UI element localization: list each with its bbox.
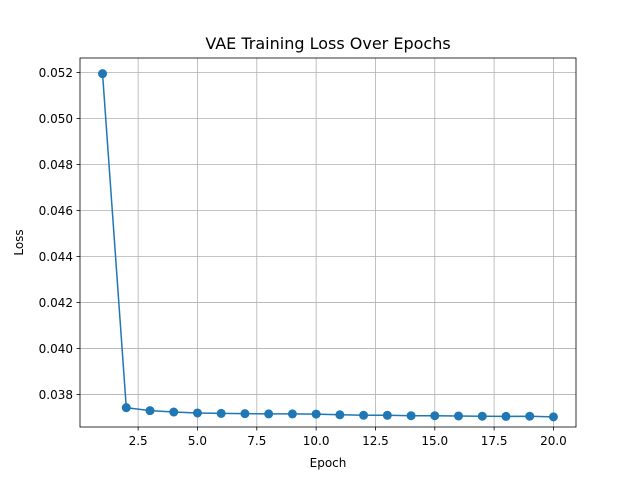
data-point [430,411,440,421]
data-point [287,409,297,419]
data-point [264,409,274,419]
x-tick-label: 15.0 [421,434,448,448]
data-point [477,411,487,421]
grid [80,58,576,427]
chart-title: VAE Training Loss Over Epochs [205,34,450,53]
x-tick-label: 12.5 [362,434,389,448]
x-tick-label: 7.5 [247,434,266,448]
data-point [240,409,250,419]
data-point [169,407,179,417]
axes-frame [79,57,577,428]
data-point [192,408,202,418]
y-tick-label: 0.042 [39,296,73,310]
y-tick-label: 0.038 [39,388,73,402]
y-tick-label: 0.052 [39,66,73,80]
x-tick-label: 17.5 [481,434,508,448]
data-point [548,412,558,422]
y-axis-label: Loss [12,229,26,255]
data-point [145,406,155,416]
y-tick-label: 0.040 [39,342,73,356]
data-point [121,403,131,413]
plot-area [98,69,558,422]
data-point [98,69,108,79]
data-point [406,411,416,421]
x-tick-label: 20.0 [540,434,567,448]
data-point [454,411,464,421]
y-tick-label: 0.048 [39,158,73,172]
x-axis-label: Epoch [310,456,347,470]
data-point [216,408,226,418]
ticks: 2.5 5.0 7.5 10.0 12.5 15.0 17.5 20.0 0.038 0.040 0… [39,66,567,448]
data-point [311,409,321,419]
data-point [359,410,369,420]
x-tick-label: 2.5 [129,434,148,448]
x-tick-label: 10.0 [303,434,330,448]
data-point [501,411,511,421]
data-point [335,410,345,420]
x-tick-label: 5.0 [188,434,207,448]
data-point [525,411,535,421]
y-tick-label: 0.044 [39,250,73,264]
y-tick-label: 0.046 [39,204,73,218]
y-tick-label: 0.050 [39,112,73,126]
data-point [382,410,392,420]
